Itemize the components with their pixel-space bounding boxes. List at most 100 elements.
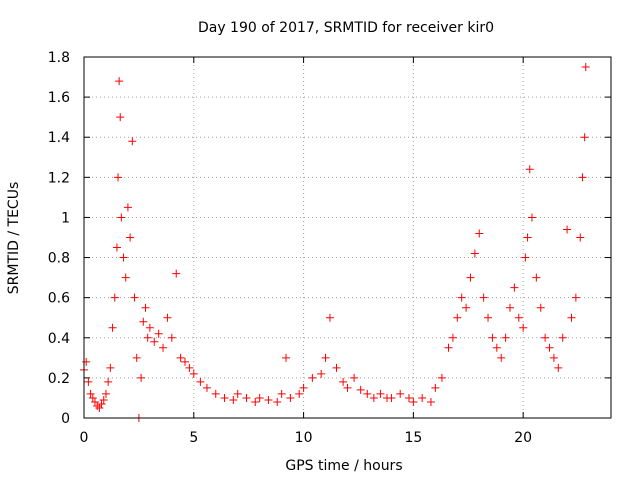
y-tick-label: 1.8 xyxy=(48,50,70,66)
data-point xyxy=(387,393,396,402)
y-tick-label: 1.2 xyxy=(48,170,70,186)
data-point xyxy=(88,393,97,402)
data-point xyxy=(356,385,365,394)
data-point xyxy=(82,357,91,366)
data-point xyxy=(189,369,198,378)
data-point xyxy=(163,313,172,322)
data-point xyxy=(567,313,576,322)
data-point xyxy=(211,389,220,398)
data-point xyxy=(132,353,141,362)
data-point xyxy=(159,343,168,352)
data-point xyxy=(229,395,238,404)
data-point xyxy=(437,373,446,382)
data-point xyxy=(242,393,251,402)
data-point xyxy=(519,323,528,332)
data-point xyxy=(141,303,150,312)
data-point xyxy=(418,393,427,402)
data-point xyxy=(172,269,181,278)
data-point xyxy=(286,393,295,402)
data-point xyxy=(233,389,242,398)
data-point xyxy=(126,233,135,242)
data-point xyxy=(106,363,115,372)
data-point xyxy=(112,243,121,252)
data-point xyxy=(181,357,190,366)
data-point xyxy=(576,233,585,242)
axis-ticks xyxy=(83,56,611,419)
data-point xyxy=(119,253,128,262)
data-point xyxy=(532,273,541,282)
data-point xyxy=(457,293,466,302)
data-point xyxy=(501,333,510,342)
data-point xyxy=(277,389,286,398)
data-point xyxy=(363,389,372,398)
data-point xyxy=(114,173,123,182)
data-point xyxy=(299,383,308,392)
data-point xyxy=(196,377,205,386)
data-point xyxy=(558,333,567,342)
data-point xyxy=(563,225,572,234)
data-point xyxy=(137,373,146,382)
x-tick-label: 15 xyxy=(404,430,422,446)
data-point xyxy=(510,283,519,292)
data-point xyxy=(527,213,536,222)
data-point xyxy=(426,397,435,406)
y-tick-label: 0.2 xyxy=(48,371,70,387)
data-point xyxy=(145,323,154,332)
data-point xyxy=(369,393,378,402)
plot-frame xyxy=(83,56,612,419)
y-tick-label: 1.6 xyxy=(48,90,70,106)
x-tick-label: 10 xyxy=(295,430,313,446)
y-tick-label: 0.6 xyxy=(48,291,70,307)
data-point xyxy=(325,313,334,322)
data-point xyxy=(255,393,264,402)
data-point xyxy=(101,389,110,398)
data-point xyxy=(536,303,545,312)
data-point xyxy=(462,303,471,312)
data-point xyxy=(154,329,163,338)
y-tick-label: 0 xyxy=(61,411,70,427)
data-point xyxy=(176,353,185,362)
data-point xyxy=(130,293,139,302)
data-point xyxy=(431,383,440,392)
data-point xyxy=(139,317,148,326)
data-point xyxy=(117,213,126,222)
data-point xyxy=(549,353,558,362)
data-point xyxy=(273,397,282,406)
data-point xyxy=(505,303,514,312)
data-point xyxy=(523,233,532,242)
data-point xyxy=(264,395,273,404)
x-tick-label: 0 xyxy=(80,430,89,446)
data-point xyxy=(282,353,291,362)
data-point xyxy=(479,293,488,302)
data-point xyxy=(484,313,493,322)
data-point xyxy=(350,373,359,382)
data-point xyxy=(86,389,95,398)
data-point xyxy=(521,253,530,262)
data-point xyxy=(492,343,501,352)
data-point xyxy=(99,395,108,404)
data-point xyxy=(108,323,117,332)
data-point xyxy=(202,383,211,392)
y-tick-label: 1.4 xyxy=(48,130,70,146)
x-tick-label: 20 xyxy=(514,430,532,446)
data-point xyxy=(321,353,330,362)
data-point xyxy=(343,383,352,392)
data-point xyxy=(115,77,124,86)
data-point xyxy=(143,333,152,342)
data-point xyxy=(295,389,304,398)
data-point xyxy=(90,397,99,406)
data-point xyxy=(453,313,462,322)
data-point xyxy=(497,353,506,362)
data-point xyxy=(95,403,104,412)
data-point xyxy=(220,393,229,402)
data-point xyxy=(571,293,580,302)
y-tick-label: 0.8 xyxy=(48,251,70,267)
data-point xyxy=(466,273,475,282)
data-point xyxy=(525,165,534,174)
x-tick-label: 5 xyxy=(189,430,198,446)
x-axis-title: GPS time / hours xyxy=(285,458,402,474)
grid xyxy=(84,57,611,418)
data-point xyxy=(167,333,176,342)
data-point xyxy=(396,389,405,398)
